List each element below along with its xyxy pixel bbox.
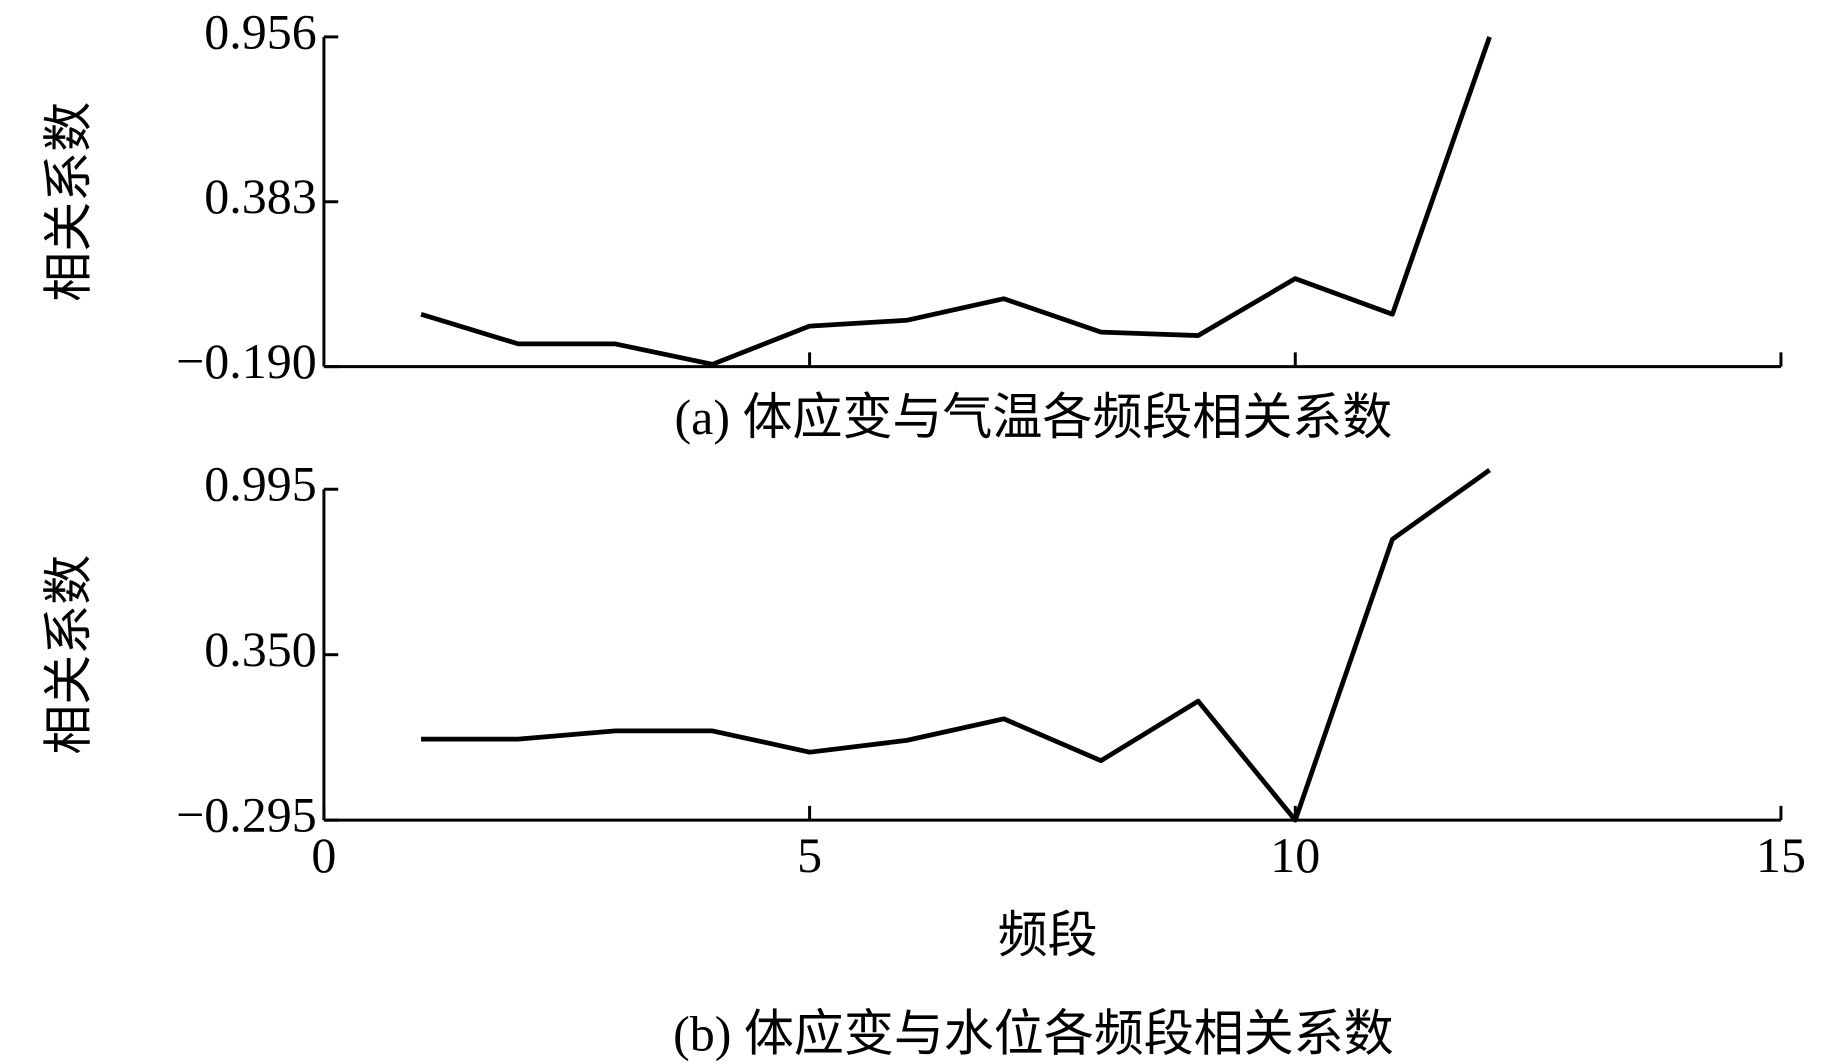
y-tick-label: 0.383 <box>204 168 316 224</box>
x-tick-label: 0 <box>311 827 336 883</box>
caption: (a) 体应变与气温各频段相关系数 <box>675 389 1393 445</box>
y-tick-label: −0.190 <box>176 333 317 389</box>
y-tick-label: 0.995 <box>204 456 316 512</box>
x-tick-label: 5 <box>797 827 822 883</box>
y-tick-label: 0.350 <box>204 621 316 677</box>
x-tick-label: 10 <box>1270 827 1320 883</box>
caption: (b) 体应变与水位各频段相关系数 <box>673 1006 1394 1062</box>
y-axis-label: 相关系数 <box>40 102 96 302</box>
data-line <box>421 468 1491 823</box>
x-tick-label: 15 <box>1756 827 1806 883</box>
y-axis-label: 相关系数 <box>40 555 96 755</box>
y-tick-label: −0.295 <box>176 787 317 843</box>
x-axis-label: 频段 <box>998 907 1098 963</box>
data-line <box>420 36 1492 367</box>
y-tick-label: 0.956 <box>204 3 316 59</box>
